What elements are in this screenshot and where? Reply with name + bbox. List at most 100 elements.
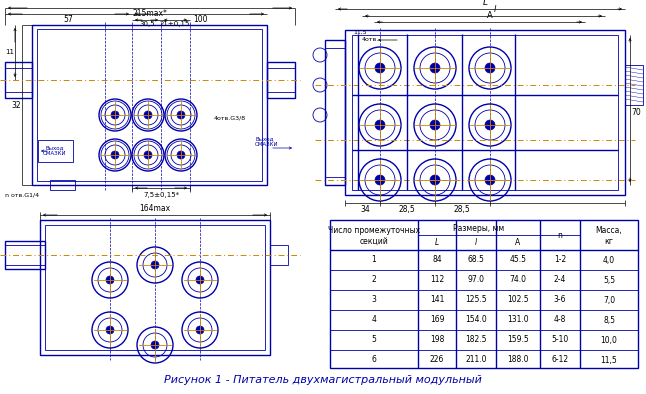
Text: 11,5: 11,5 — [601, 355, 618, 364]
Text: 74.0: 74.0 — [510, 275, 526, 284]
Circle shape — [151, 261, 159, 269]
Text: 7,5±0,15*: 7,5±0,15* — [143, 192, 179, 198]
Text: 198: 198 — [430, 336, 444, 344]
Text: 141: 141 — [430, 296, 444, 305]
Bar — [5, 68, 32, 92]
Text: 215max*: 215max* — [132, 9, 167, 18]
Text: 3: 3 — [371, 296, 377, 305]
Bar — [270, 245, 288, 265]
Text: 125.5: 125.5 — [465, 296, 487, 305]
Bar — [330, 220, 638, 368]
Circle shape — [151, 341, 159, 349]
Text: 4отв.G3/8: 4отв.G3/8 — [214, 115, 246, 121]
Text: 1: 1 — [371, 255, 377, 264]
Text: 32: 32 — [11, 100, 21, 110]
Text: 11,5: 11,5 — [353, 30, 367, 35]
Text: l: l — [494, 5, 496, 14]
Text: 100: 100 — [193, 15, 207, 24]
Text: L: L — [483, 0, 488, 7]
Circle shape — [196, 326, 204, 334]
Text: 8,5: 8,5 — [603, 316, 615, 325]
Text: 154.0: 154.0 — [465, 316, 487, 325]
Bar — [5, 62, 32, 98]
Text: 11: 11 — [6, 49, 14, 55]
Text: 182.5: 182.5 — [465, 336, 486, 344]
Text: 5: 5 — [371, 336, 377, 344]
Circle shape — [111, 151, 119, 159]
Text: Выход
СМАЗКИ: Выход СМАЗКИ — [255, 137, 278, 147]
Text: Рисунок 1 - Питатель двухмагистральный модульный: Рисунок 1 - Питатель двухмагистральный м… — [164, 375, 482, 385]
Bar — [5, 241, 45, 269]
Circle shape — [430, 63, 440, 73]
Text: 4отв.: 4отв. — [362, 37, 379, 42]
Bar — [267, 62, 295, 98]
Text: n отв.G1/4: n отв.G1/4 — [5, 193, 39, 197]
Text: 1-2: 1-2 — [554, 255, 566, 264]
Circle shape — [485, 63, 495, 73]
Bar — [352, 35, 618, 190]
Text: 112: 112 — [430, 275, 444, 284]
Text: n: n — [557, 230, 563, 240]
Text: 10,0: 10,0 — [601, 336, 618, 344]
Text: 159.5: 159.5 — [507, 336, 529, 344]
Circle shape — [177, 111, 185, 119]
Text: 34: 34 — [360, 205, 370, 214]
Circle shape — [485, 175, 495, 185]
Text: 4-8: 4-8 — [554, 316, 566, 325]
Circle shape — [111, 111, 119, 119]
Text: 131.0: 131.0 — [507, 316, 529, 325]
Bar — [32, 25, 267, 185]
Text: 97.0: 97.0 — [468, 275, 484, 284]
Bar — [625, 65, 643, 105]
Circle shape — [485, 120, 495, 130]
Circle shape — [196, 276, 204, 284]
Text: 84: 84 — [432, 255, 442, 264]
Text: Размеры, мм: Размеры, мм — [453, 223, 505, 232]
Circle shape — [375, 175, 385, 185]
Bar — [50, 180, 75, 190]
Text: кг: кг — [605, 236, 614, 245]
Text: 164max: 164max — [140, 204, 171, 213]
Circle shape — [106, 326, 114, 334]
Text: 3-6: 3-6 — [554, 296, 567, 305]
Text: 2-4: 2-4 — [554, 275, 566, 284]
Text: Число промежуточных: Число промежуточных — [328, 225, 420, 234]
Text: 21±0,15: 21±0,15 — [160, 21, 190, 27]
Text: Масса,: Масса, — [596, 225, 622, 234]
Bar — [325, 40, 345, 185]
Text: 211.0: 211.0 — [465, 355, 486, 364]
Text: 30,5: 30,5 — [139, 21, 155, 27]
Text: 28,5: 28,5 — [399, 205, 415, 214]
Bar — [5, 245, 45, 265]
Bar — [267, 68, 295, 92]
Bar — [37, 29, 262, 181]
Bar — [40, 220, 270, 355]
Text: 28,5: 28,5 — [453, 205, 470, 214]
Circle shape — [375, 63, 385, 73]
Text: 4: 4 — [371, 316, 377, 325]
Text: 7,0: 7,0 — [603, 296, 615, 305]
Text: 68.5: 68.5 — [468, 255, 484, 264]
Text: A: A — [487, 11, 493, 20]
Circle shape — [144, 151, 152, 159]
Text: 6-12: 6-12 — [552, 355, 568, 364]
Bar — [325, 48, 345, 177]
Text: 57: 57 — [63, 15, 73, 24]
Text: l: l — [475, 238, 477, 247]
Text: 102.5: 102.5 — [507, 296, 529, 305]
Text: 70: 70 — [631, 108, 641, 117]
Text: 45.5: 45.5 — [510, 255, 526, 264]
Text: 2: 2 — [371, 275, 377, 284]
Circle shape — [177, 151, 185, 159]
Text: 5-10: 5-10 — [552, 336, 568, 344]
Text: 6: 6 — [371, 355, 377, 364]
Text: 188.0: 188.0 — [507, 355, 528, 364]
Circle shape — [375, 120, 385, 130]
Text: 4,0: 4,0 — [603, 255, 615, 264]
Text: 5,5: 5,5 — [603, 275, 615, 284]
Text: L: L — [435, 238, 439, 247]
Bar — [38, 140, 73, 162]
Text: 169: 169 — [430, 316, 444, 325]
Circle shape — [430, 175, 440, 185]
Bar — [345, 30, 625, 195]
